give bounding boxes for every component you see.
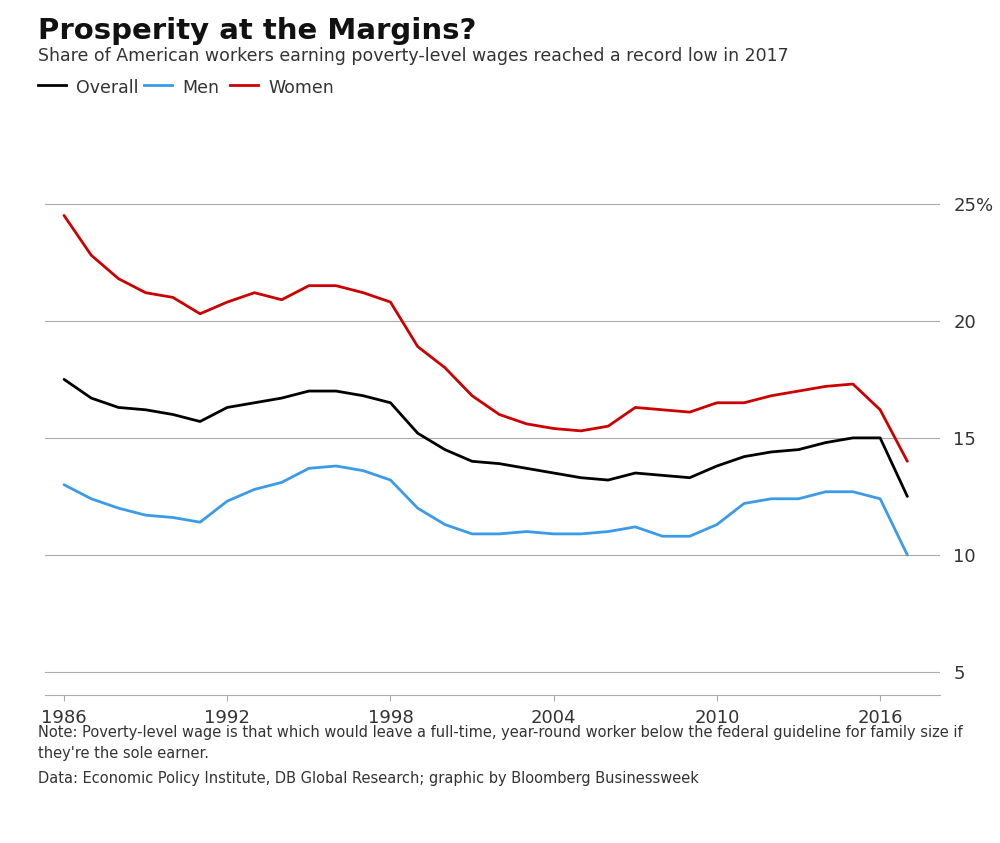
Text: Note: Poverty-level wage is that which would leave a full-time, year-round worke: Note: Poverty-level wage is that which w… xyxy=(38,725,963,740)
Text: Men: Men xyxy=(182,79,219,97)
Text: Data: Economic Policy Institute, DB Global Research; graphic by Bloomberg Busine: Data: Economic Policy Institute, DB Glob… xyxy=(38,771,699,787)
Text: Women: Women xyxy=(268,79,334,97)
Text: they're the sole earner.: they're the sole earner. xyxy=(38,746,209,761)
Text: Prosperity at the Margins?: Prosperity at the Margins? xyxy=(38,17,476,45)
Text: Overall: Overall xyxy=(76,79,138,97)
Text: Share of American workers earning poverty-level wages reached a record low in 20: Share of American workers earning povert… xyxy=(38,47,789,65)
